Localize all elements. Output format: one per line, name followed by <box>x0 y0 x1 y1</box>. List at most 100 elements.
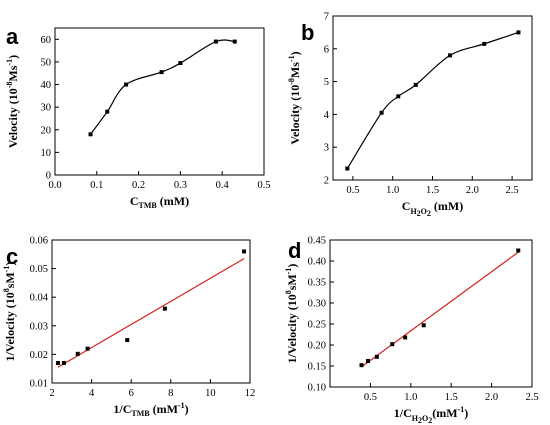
x-tick-label: 8 <box>168 388 173 399</box>
y-tick-label: 0.30 <box>308 299 326 310</box>
fit-line <box>361 251 519 368</box>
data-point <box>75 351 80 356</box>
y-tick-label: 0.45 <box>308 236 326 247</box>
panel-letter: d <box>288 238 301 263</box>
x-tick-label: 2.5 <box>506 185 519 196</box>
x-tick-label: 4 <box>89 388 95 399</box>
y-axis-label: 1/Velocity (108sM-1) <box>284 264 299 364</box>
y-tick-label: 0.03 <box>30 321 48 332</box>
y-axis-label: Velocity (10-8Ms-1) <box>5 55 20 148</box>
fit-curve <box>90 39 235 135</box>
y-tick-label: 40 <box>41 80 52 91</box>
panel-letter: b <box>301 20 314 45</box>
x-tick-label: 2.0 <box>485 392 498 403</box>
data-point <box>55 360 60 365</box>
data-point <box>213 39 218 44</box>
data-point <box>516 248 521 253</box>
y-tick-label: 0.35 <box>308 278 326 289</box>
x-tick-label: 0.4 <box>216 180 230 191</box>
y-tick-label: 7 <box>324 12 329 23</box>
x-axis-label: 1/CH2O2(mM-1) <box>394 405 468 425</box>
data-point <box>178 61 183 66</box>
y-tick-label: 0.05 <box>30 264 48 275</box>
fit-line <box>57 258 245 368</box>
plot-frame <box>332 15 533 181</box>
panel-letter: a <box>6 24 19 49</box>
x-tick-label: 1.0 <box>404 392 417 403</box>
y-tick-label: 0.04 <box>30 293 49 304</box>
x-tick-label: 6 <box>129 388 134 399</box>
y-tick-label: 60 <box>41 35 52 46</box>
data-point <box>403 335 408 340</box>
chart-panel-d: d 0.5 1.0 1.5 2.0 2.5 0.10 0.15 0.20 0.25 0.30 0.35… <box>284 236 539 425</box>
data-point <box>162 306 167 311</box>
data-point <box>88 132 93 137</box>
y-axis-label: Velocity (10-8Ms-1) <box>287 51 302 144</box>
data-point <box>482 41 487 46</box>
data-point <box>61 360 66 365</box>
data-point <box>396 94 401 99</box>
data-point <box>85 346 90 351</box>
y-tick-label: 20 <box>41 125 52 136</box>
plot-frame <box>54 27 265 176</box>
data-point <box>232 39 237 44</box>
y-tick-label: 0.20 <box>308 341 326 352</box>
panel-letter: c <box>6 244 18 269</box>
data-point <box>124 82 129 87</box>
x-axis-label: CTMB (mM) <box>130 194 189 210</box>
x-tick-label: 2.5 <box>525 392 538 403</box>
plot-frame <box>329 239 533 388</box>
data-point <box>374 354 379 359</box>
x-tick-label: 0.5 <box>257 180 270 191</box>
data-point <box>125 338 130 343</box>
y-tick-label: 0 <box>46 171 51 182</box>
data-point <box>345 166 350 171</box>
x-tick-label: 2.0 <box>466 185 479 196</box>
x-tick-label: 1.5 <box>426 185 439 196</box>
x-tick-label: 0.2 <box>132 180 145 191</box>
data-point <box>421 323 426 328</box>
data-point <box>448 53 453 58</box>
x-axis-label: CH2O2 (mM) <box>402 199 463 218</box>
y-axis-label: 1/Velocity (108sM-1) <box>2 262 17 362</box>
x-tick-label: 10 <box>205 388 216 399</box>
data-point <box>365 358 370 363</box>
y-tick-label: 0.10 <box>308 383 326 394</box>
x-tick-label: 0.5 <box>364 392 377 403</box>
chart-panel-b: b 0.5 1.0 1.5 2.0 2.5 2 3 4 5 6 7 CH2O2 (mM) Velocity… <box>287 12 533 218</box>
data-point <box>242 249 247 254</box>
data-point <box>390 342 395 347</box>
x-tick-label: 0.0 <box>48 180 61 191</box>
y-tick-label: 3 <box>324 143 329 154</box>
x-tick-label: 0.5 <box>346 185 359 196</box>
data-point <box>379 110 384 115</box>
x-tick-label: 1.5 <box>445 392 458 403</box>
x-tick-label: 2 <box>49 388 54 399</box>
x-tick-label: 1.0 <box>386 185 399 196</box>
data-point <box>413 82 418 87</box>
y-tick-label: 50 <box>41 57 52 68</box>
y-tick-label: 2 <box>324 176 329 187</box>
data-point <box>159 70 164 75</box>
y-tick-label: 0.15 <box>308 362 326 373</box>
data-point <box>105 109 110 114</box>
x-axis-label: 1/CTMB (mM-1) <box>113 401 188 418</box>
y-tick-label: 0.40 <box>308 257 326 268</box>
data-point <box>516 30 521 35</box>
y-tick-label: 30 <box>41 103 52 114</box>
chart-panel-a: a 0.0 0.1 0.2 0.3 0.4 0.5 0 10 20 30 40 50 60 CTMB (mM… <box>5 24 271 210</box>
data-point <box>359 363 364 368</box>
chart-panel-c: c 2 4 6 8 10 12 0.01 0.02 0.03 0.04 0.05 0.06 1/CTMB … <box>2 236 255 419</box>
x-tick-label: 12 <box>245 388 256 399</box>
y-tick-label: 5 <box>324 77 329 88</box>
fit-curve <box>346 31 519 169</box>
y-tick-label: 0.02 <box>30 350 48 361</box>
x-tick-label: 0.3 <box>174 180 187 191</box>
x-tick-label: 0.1 <box>90 180 103 191</box>
y-tick-label: 6 <box>324 44 329 55</box>
y-tick-label: 10 <box>41 148 52 159</box>
y-tick-label: 0.01 <box>30 379 48 390</box>
y-tick-label: 0.06 <box>30 236 48 247</box>
y-tick-label: 0.25 <box>308 320 326 331</box>
